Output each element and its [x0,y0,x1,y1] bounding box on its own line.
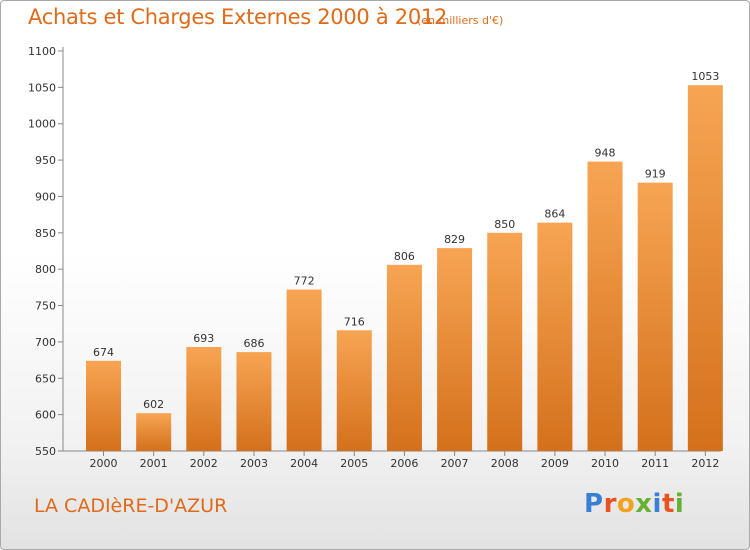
bar [336,330,372,451]
bar [186,347,222,451]
bar [236,352,272,451]
x-tick-label: 2008 [491,457,519,470]
logo-letter: i [652,489,662,519]
x-tick-label: 2001 [140,457,168,470]
bar [286,289,322,451]
y-tick-label: 1000 [28,118,56,131]
bar [537,222,573,451]
chart-unit-note: (en milliers d'€) [417,14,504,27]
bar [86,360,121,451]
bar-value-label: 1053 [691,70,719,83]
bar [437,248,473,451]
x-tick-label: 2012 [691,457,719,470]
y-tick-label: 1050 [28,81,56,94]
logo-letter: i [674,489,685,519]
x-tick-label: 2000 [90,457,118,470]
y-tick-label: 850 [35,227,56,240]
bar-value-label: 686 [243,337,264,350]
y-tick-label: 600 [35,409,56,422]
x-tick-label: 2003 [240,457,268,470]
bar-value-label: 829 [444,233,465,246]
logo-letter: t [661,489,675,519]
y-tick-label: 1100 [28,45,56,58]
bar-value-label: 850 [494,218,515,231]
chart-title: Achats et Charges Externes 2000 à 2012 [28,5,448,29]
bar [687,85,723,451]
bar [487,232,523,451]
bar-value-label: 772 [294,275,315,288]
logo-letter: o [616,489,636,519]
y-tick-label: 750 [35,300,56,313]
logo-letter: x [635,489,653,519]
commune-name: LA CADIèRE-D'AZUR [34,495,228,517]
bar [587,161,623,451]
x-tick-label: 2005 [340,457,368,470]
bar [637,182,673,452]
y-tick-label: 800 [35,263,56,276]
x-tick-label: 2004 [290,457,318,470]
y-tick-label: 950 [35,154,56,167]
bar-value-label: 693 [193,332,214,345]
x-tick-label: 2007 [441,457,469,470]
logo-letter: P [584,489,604,519]
bar-value-label: 948 [595,147,616,160]
x-tick-label: 2002 [190,457,218,470]
y-tick-label: 700 [35,336,56,349]
bar-value-label: 674 [93,346,114,359]
bar-value-label: 716 [344,315,365,328]
y-tick-label: 900 [35,190,56,203]
y-tick-label: 550 [35,445,56,458]
x-tick-label: 2009 [541,457,569,470]
bar-value-label: 919 [645,168,666,181]
bar-value-label: 864 [544,208,565,221]
logo-letter: r [603,489,617,519]
x-tick-label: 2010 [591,457,619,470]
bar-value-label: 602 [143,398,164,411]
bar [386,264,422,451]
bar-value-label: 806 [394,250,415,263]
x-tick-label: 2006 [390,457,418,470]
x-tick-label: 2011 [641,457,669,470]
proxiti-logo: Proxiti [584,489,684,519]
y-tick-label: 650 [35,372,56,385]
bar [136,413,172,451]
